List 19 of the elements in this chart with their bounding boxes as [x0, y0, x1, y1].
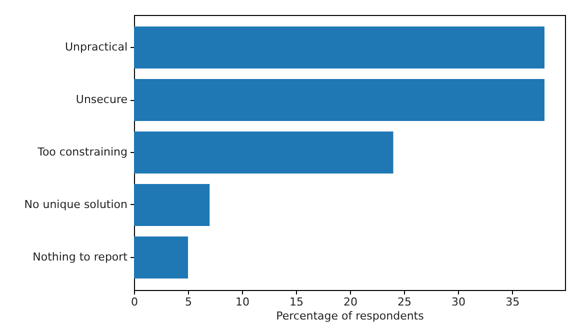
y-tick-label: No unique solution [24, 198, 128, 211]
y-tick-label: Too constraining [36, 146, 128, 158]
bar [134, 79, 544, 122]
bar [134, 132, 394, 174]
x-tick-label: 30 [452, 296, 466, 308]
x-tick-label: 0 [131, 296, 138, 308]
bar [134, 236, 188, 278]
x-axis-title: Percentage of respondents [276, 310, 424, 322]
y-tick-label: Unpractical [64, 40, 128, 54]
x-tick-label: 10 [236, 296, 250, 308]
bar [134, 26, 544, 69]
y-tick-label: Unsecure [76, 93, 128, 106]
x-tick-label: 5 [185, 296, 192, 308]
x-tick-label: 20 [344, 296, 358, 308]
y-tick-label: Nothing to report [32, 250, 128, 264]
x-tick-label: 25 [398, 296, 412, 308]
x-tick-label: 15 [290, 296, 304, 308]
x-tick-label: 35 [506, 296, 520, 308]
bar [134, 184, 210, 226]
